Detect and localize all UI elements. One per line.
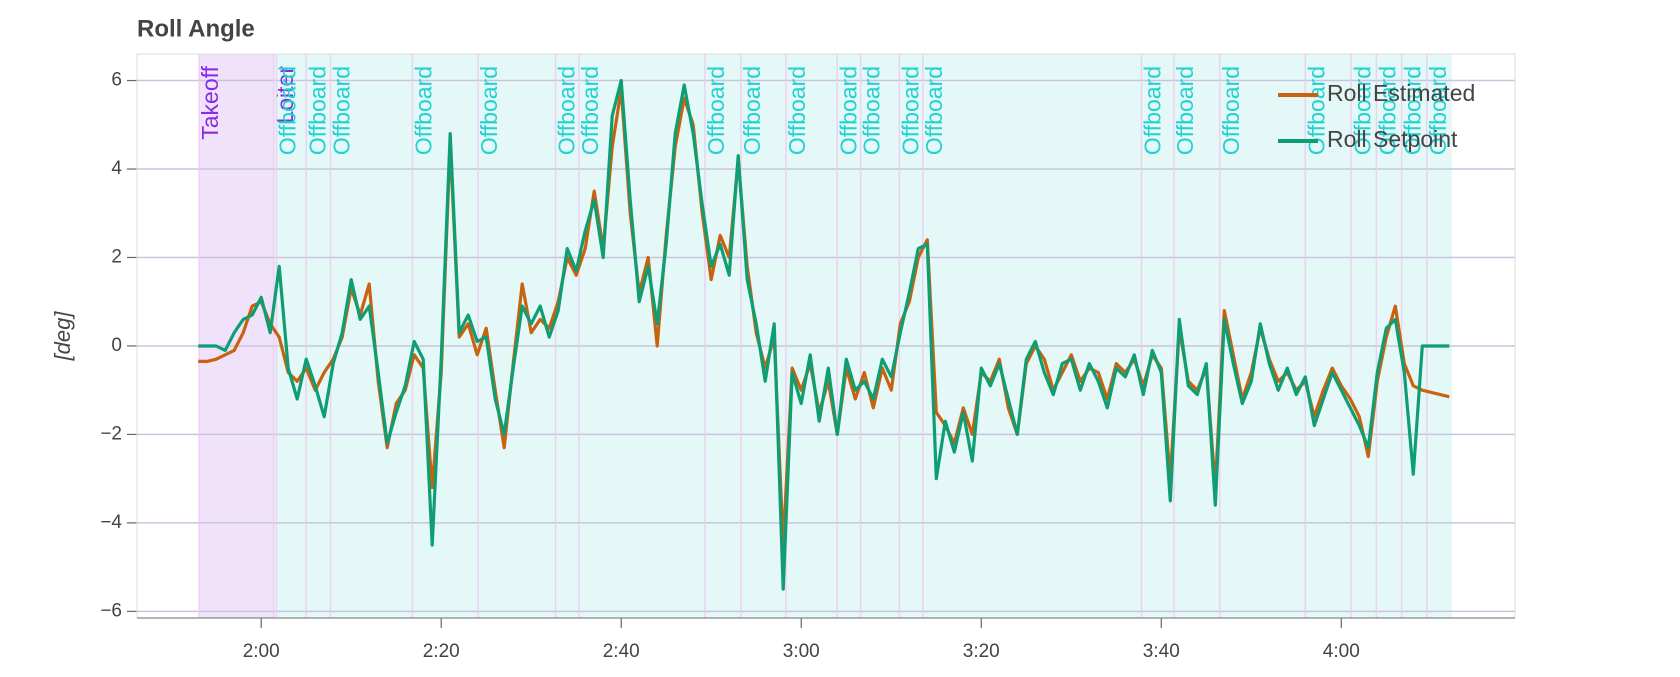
mode-label: Offboard bbox=[859, 66, 885, 155]
mode-label: Offboard bbox=[329, 66, 355, 155]
mode-label: Offboard bbox=[1218, 66, 1244, 155]
mode-label: Offboard bbox=[835, 66, 861, 155]
mode-label: Offboard bbox=[739, 66, 765, 155]
mode-label: Offboard bbox=[703, 66, 729, 155]
x-tick-label: 2:20 bbox=[423, 641, 460, 662]
mode-region bbox=[199, 54, 274, 618]
mode-label: Offboard bbox=[410, 66, 436, 155]
series-line bbox=[198, 78, 1450, 591]
mode-label: Offboard bbox=[1374, 66, 1400, 155]
y-tick-label: 4 bbox=[111, 158, 122, 179]
mode-label: Offboard bbox=[304, 66, 330, 155]
x-tick-label: 3:20 bbox=[963, 641, 1000, 662]
y-axis-label: [deg] bbox=[50, 311, 75, 362]
mode-label: Offboard bbox=[1172, 66, 1198, 155]
y-tick-label: −6 bbox=[100, 600, 122, 621]
y-tick-label: 6 bbox=[111, 70, 122, 91]
mode-label: Offboard bbox=[1349, 66, 1375, 155]
y-tick-label: −4 bbox=[100, 512, 122, 533]
legend-label: Roll Setpoint bbox=[1327, 126, 1458, 152]
x-tick-label: 2:00 bbox=[243, 641, 280, 662]
x-tick-label: 2:40 bbox=[603, 641, 640, 662]
x-tick-label: 4:00 bbox=[1323, 641, 1360, 662]
x-tick-label: 3:40 bbox=[1143, 641, 1180, 662]
mode-label: Takeoff bbox=[197, 65, 223, 139]
mode-label: Offboard bbox=[1140, 66, 1166, 155]
mode-label: Offboard bbox=[554, 66, 580, 155]
x-tick-label: 3:00 bbox=[783, 641, 820, 662]
mode-label: Offboard bbox=[1425, 66, 1451, 155]
y-tick-label: −2 bbox=[100, 423, 122, 444]
legend-label: Roll Estimated bbox=[1327, 80, 1475, 106]
mode-label: Offboard bbox=[275, 66, 301, 155]
y-tick-label: 0 bbox=[111, 335, 122, 356]
chart-title: Roll Angle bbox=[137, 15, 255, 42]
y-tick-label: 2 bbox=[111, 246, 122, 267]
mode-label: Offboard bbox=[476, 66, 502, 155]
mode-label: Offboard bbox=[897, 66, 923, 155]
mode-label: Offboard bbox=[921, 66, 947, 155]
mode-label: Offboard bbox=[1400, 66, 1426, 155]
mode-label: Offboard bbox=[577, 66, 603, 155]
mode-label: Offboard bbox=[784, 66, 810, 155]
